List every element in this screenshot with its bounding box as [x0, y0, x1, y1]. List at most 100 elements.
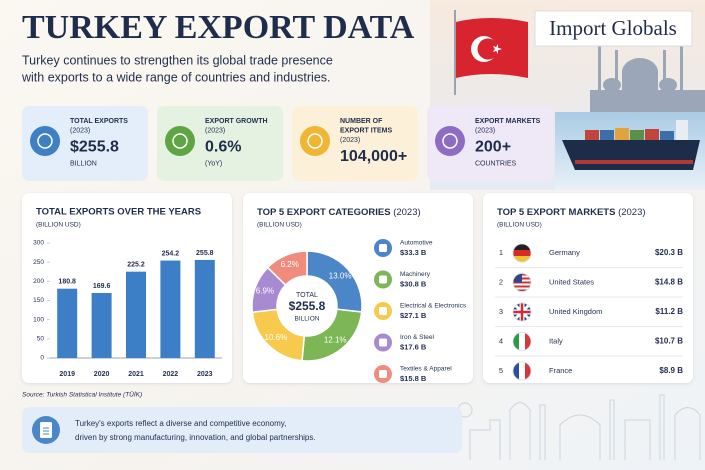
source-note: Source: Turkish Statistical Institute (T…	[22, 391, 142, 399]
market-value: $14.8 B	[655, 278, 683, 287]
chart-subtitle: (BILLION USD)	[257, 222, 302, 229]
data-label: 169.6	[93, 283, 111, 290]
rank: 3	[499, 307, 503, 316]
kpi-icon	[435, 126, 465, 156]
flag-ring	[512, 243, 532, 263]
bar	[91, 292, 112, 358]
kpi-icon-glyph	[172, 133, 188, 149]
footer-line: Turkey's exports reflect a diverse and c…	[75, 419, 286, 428]
data-label: 225.2	[127, 262, 145, 269]
market-value: $11.2 B	[655, 307, 683, 316]
flag-stripe	[513, 362, 519, 380]
logo-box	[534, 10, 693, 47]
rank: 5	[499, 366, 503, 375]
legend-value: $33.3 B	[400, 248, 427, 257]
legend-icon-glyph	[379, 370, 387, 378]
center-value: $255.8	[289, 299, 326, 313]
chart-title: TOP 5 EXPORT CATEGORIES (2023)	[257, 207, 421, 218]
x-tick-label: 2021	[128, 371, 144, 378]
market-value: $20.3 B	[655, 248, 683, 257]
x-tick-label: 2022	[163, 371, 179, 378]
panel	[483, 193, 693, 383]
legend-value: $15.8 B	[400, 374, 427, 383]
legend-value: $17.6 B	[400, 342, 427, 351]
flag-cross	[513, 303, 531, 321]
donut-center	[278, 277, 336, 335]
kpi-icon	[165, 126, 195, 156]
slice-label: 12.1%	[324, 336, 347, 345]
y-tick-label: 250	[33, 259, 44, 266]
data-label: 254.2	[162, 250, 180, 257]
kpi-label: EXPORT MARKETS	[475, 118, 541, 125]
country: United States	[549, 277, 594, 286]
title-note: (2023)	[393, 207, 420, 218]
x-tick-label: 2020	[94, 371, 110, 378]
kpi-card	[292, 106, 418, 181]
flag-ring	[512, 302, 532, 322]
x-tick-label: 2019	[59, 371, 75, 378]
rank: 2	[499, 277, 503, 286]
kpi-value: $255.8	[70, 139, 119, 156]
subtitle-line: with exports to a wide range of countrie…	[21, 70, 331, 84]
center-label: TOTAL	[296, 292, 318, 299]
legend-label: Machinery	[400, 271, 431, 278]
y-tick-label: 150	[33, 297, 44, 304]
kpi-icon-glyph	[37, 133, 53, 149]
y-tick-label: 50	[37, 336, 45, 343]
flag-ring	[512, 361, 532, 381]
kpi-icon-glyph	[442, 133, 458, 149]
chart-title: TOTAL EXPORTS OVER THE YEARS	[36, 207, 201, 218]
kpi-year: (2023)	[70, 127, 90, 134]
legend-icon-glyph	[379, 244, 387, 252]
legend-icon-glyph	[379, 275, 387, 284]
footer-line: driven by strong manufacturing, innovati…	[75, 433, 316, 442]
x-tick-label: 2023	[197, 371, 213, 378]
flag-stripe	[513, 244, 531, 250]
slice-label: 10.6%	[265, 333, 288, 342]
kpi-label: TOTAL EXPORTS	[70, 118, 128, 125]
kpi-icon	[300, 126, 330, 156]
flag-stripe	[525, 362, 531, 380]
kpi-value: 104,000+	[340, 148, 407, 165]
turkish-flag	[454, 10, 528, 95]
chart-subtitle: (BILLION USD)	[36, 222, 81, 229]
flag-stripe	[525, 332, 531, 351]
flag	[513, 332, 531, 351]
slice-label: 6.9%	[256, 287, 274, 296]
kpi-label: NUMBER OF	[340, 118, 383, 125]
rank: 1	[499, 248, 503, 257]
flag-stripe	[519, 362, 525, 380]
market-value: $8.9 B	[659, 366, 683, 375]
slice-label: 6.2%	[281, 260, 299, 269]
kpi-year: (2023)	[475, 127, 495, 134]
legend-label: Automotive	[400, 240, 433, 247]
kpi-card	[22, 106, 148, 181]
legend-label: Textiles & Apparel	[400, 366, 452, 373]
flag-stripe	[513, 289, 531, 292]
bar	[194, 259, 215, 358]
flag-stripe	[513, 250, 531, 256]
flag-canton	[513, 273, 522, 283]
kpi-value: 200+	[475, 139, 511, 156]
y-tick-label: 0	[40, 355, 44, 362]
flag-stripe	[513, 256, 531, 262]
page-title: TURKEY EXPORT DATA	[22, 9, 415, 46]
kpi-icon-glyph	[307, 133, 323, 149]
title-main: TOP 5 EXPORT MARKETS	[497, 207, 615, 218]
donut-slice	[266, 250, 308, 287]
country: Germany	[549, 248, 580, 257]
flag-ring	[512, 273, 532, 292]
flag-stripe	[519, 332, 525, 351]
country: Italy	[549, 336, 563, 345]
y-tick-label: 300	[33, 240, 44, 247]
bar	[160, 260, 181, 358]
table-title: TOP 5 EXPORT MARKETS (2023)	[497, 207, 646, 218]
flag	[513, 244, 531, 262]
kpi-label: EXPORT GROWTH	[205, 118, 268, 125]
market-value: $10.7 B	[655, 337, 683, 346]
table-subtitle: (BILLION USD)	[497, 222, 542, 229]
title-note: (2023)	[618, 207, 645, 218]
flag	[513, 362, 531, 380]
country: United Kingdom	[549, 307, 602, 316]
